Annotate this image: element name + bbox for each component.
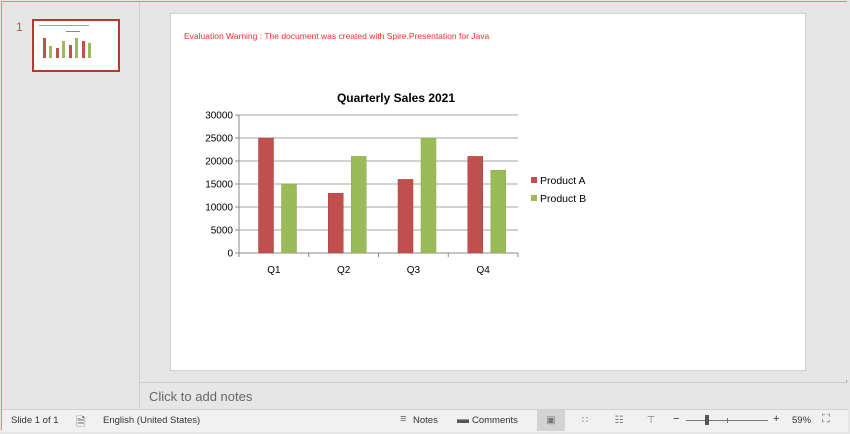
thumbnail-slide-number: 1 (16, 20, 23, 34)
bar-chart[interactable]: Quarterly Sales 2021 0 5000 10000 15000 2000… (171, 14, 805, 370)
evaluation-warning: Evaluation Warning : The document was cr… (184, 31, 490, 41)
thumbnail-bar (56, 48, 59, 58)
notes-icon[interactable]: ≡ (400, 413, 407, 425)
y-tick-label: 25000 (205, 134, 233, 145)
fit-to-window-icon[interactable]: ⛶ (822, 413, 830, 425)
thumbnail-bar (62, 41, 65, 58)
y-tick-label: 0 (227, 249, 233, 260)
bar-product-a-q2[interactable] (328, 192, 344, 254)
slide-thumbnail-1[interactable] (32, 19, 120, 72)
reading-view-button[interactable]: ☷ (605, 410, 633, 431)
legend-label: Product A (540, 175, 586, 187)
chart-title: Quarterly Sales 2021 (337, 91, 455, 105)
comments-button[interactable]: Comments (472, 415, 518, 426)
legend-label: Product B (540, 193, 586, 205)
bar-product-a-q4[interactable] (467, 156, 483, 254)
chart-legend: Product A Product B (531, 175, 586, 205)
slide-sorter-icon: ∷ (581, 415, 589, 426)
bar-product-b-q2[interactable] (351, 156, 367, 254)
status-bar: Slide 1 of 1 🗎 English (United States) ≡… (2, 409, 848, 432)
y-tick-label: 15000 (205, 180, 233, 191)
thumbnail-warning-line (39, 25, 89, 26)
zoom-out-button[interactable]: − (673, 413, 680, 425)
thumbnail-bar (43, 38, 46, 58)
notes-pane[interactable]: Click to add notes (140, 382, 848, 409)
comments-icon[interactable]: ▬ (457, 412, 469, 426)
chart-y-axis: 0 5000 10000 15000 20000 25000 30000 (205, 111, 240, 260)
y-tick-label: 5000 (211, 226, 234, 237)
slide-indicator: Slide 1 of 1 (11, 415, 59, 426)
slideshow-button[interactable]: ⊤ (637, 410, 665, 431)
bar-product-a-q3[interactable] (397, 179, 414, 254)
notes-button[interactable]: Notes (413, 415, 438, 426)
reading-view-icon: ☷ (614, 415, 624, 426)
normal-view-button[interactable]: ▣ (537, 410, 565, 431)
normal-view-icon: ▣ (546, 415, 556, 426)
zoom-slider-center-tick (727, 418, 728, 423)
thumbnail-bar (82, 41, 85, 58)
zoom-level[interactable]: 59% (792, 415, 812, 426)
slide-thumbnail-pane: 1 (2, 2, 140, 408)
thumbnail-bar (88, 43, 91, 58)
chart-x-axis: Q1 Q2 Q3 Q4 (238, 253, 519, 276)
bar-product-b-q1[interactable] (281, 183, 297, 254)
thumbnail-bar (49, 46, 52, 58)
thumbnail-bar (69, 45, 72, 58)
legend-swatch (531, 195, 537, 201)
language-indicator[interactable]: English (United States) (103, 415, 201, 426)
thumbnail-bar (75, 38, 78, 58)
y-tick-label: 20000 (205, 157, 233, 168)
y-tick-label: 10000 (205, 203, 233, 214)
slide-sorter-view-button[interactable]: ∷ (571, 410, 599, 431)
chart-bars (258, 137, 506, 254)
bar-product-b-q3[interactable] (420, 137, 437, 254)
zoom-slider-thumb[interactable] (705, 415, 709, 425)
y-tick-label: 30000 (205, 111, 233, 122)
thumbnail-title-line (66, 31, 80, 32)
x-tick-label: Q3 (407, 265, 421, 276)
spell-check-icon[interactable]: 🗎 (76, 415, 86, 429)
legend-swatch (531, 177, 537, 183)
x-tick-label: Q4 (476, 265, 490, 276)
bar-product-b-q4[interactable] (490, 169, 506, 254)
x-tick-label: Q2 (337, 265, 351, 276)
bar-product-a-q1[interactable] (258, 137, 274, 254)
x-tick-label: Q1 (267, 265, 281, 276)
notes-placeholder[interactable]: Click to add notes (149, 389, 253, 404)
slideshow-icon: ⊤ (646, 415, 656, 426)
slide-editing-area: Evaluation Warning : The document was cr… (140, 2, 848, 380)
zoom-in-button[interactable]: + (773, 413, 780, 425)
slide-canvas[interactable]: Evaluation Warning : The document was cr… (170, 13, 806, 371)
